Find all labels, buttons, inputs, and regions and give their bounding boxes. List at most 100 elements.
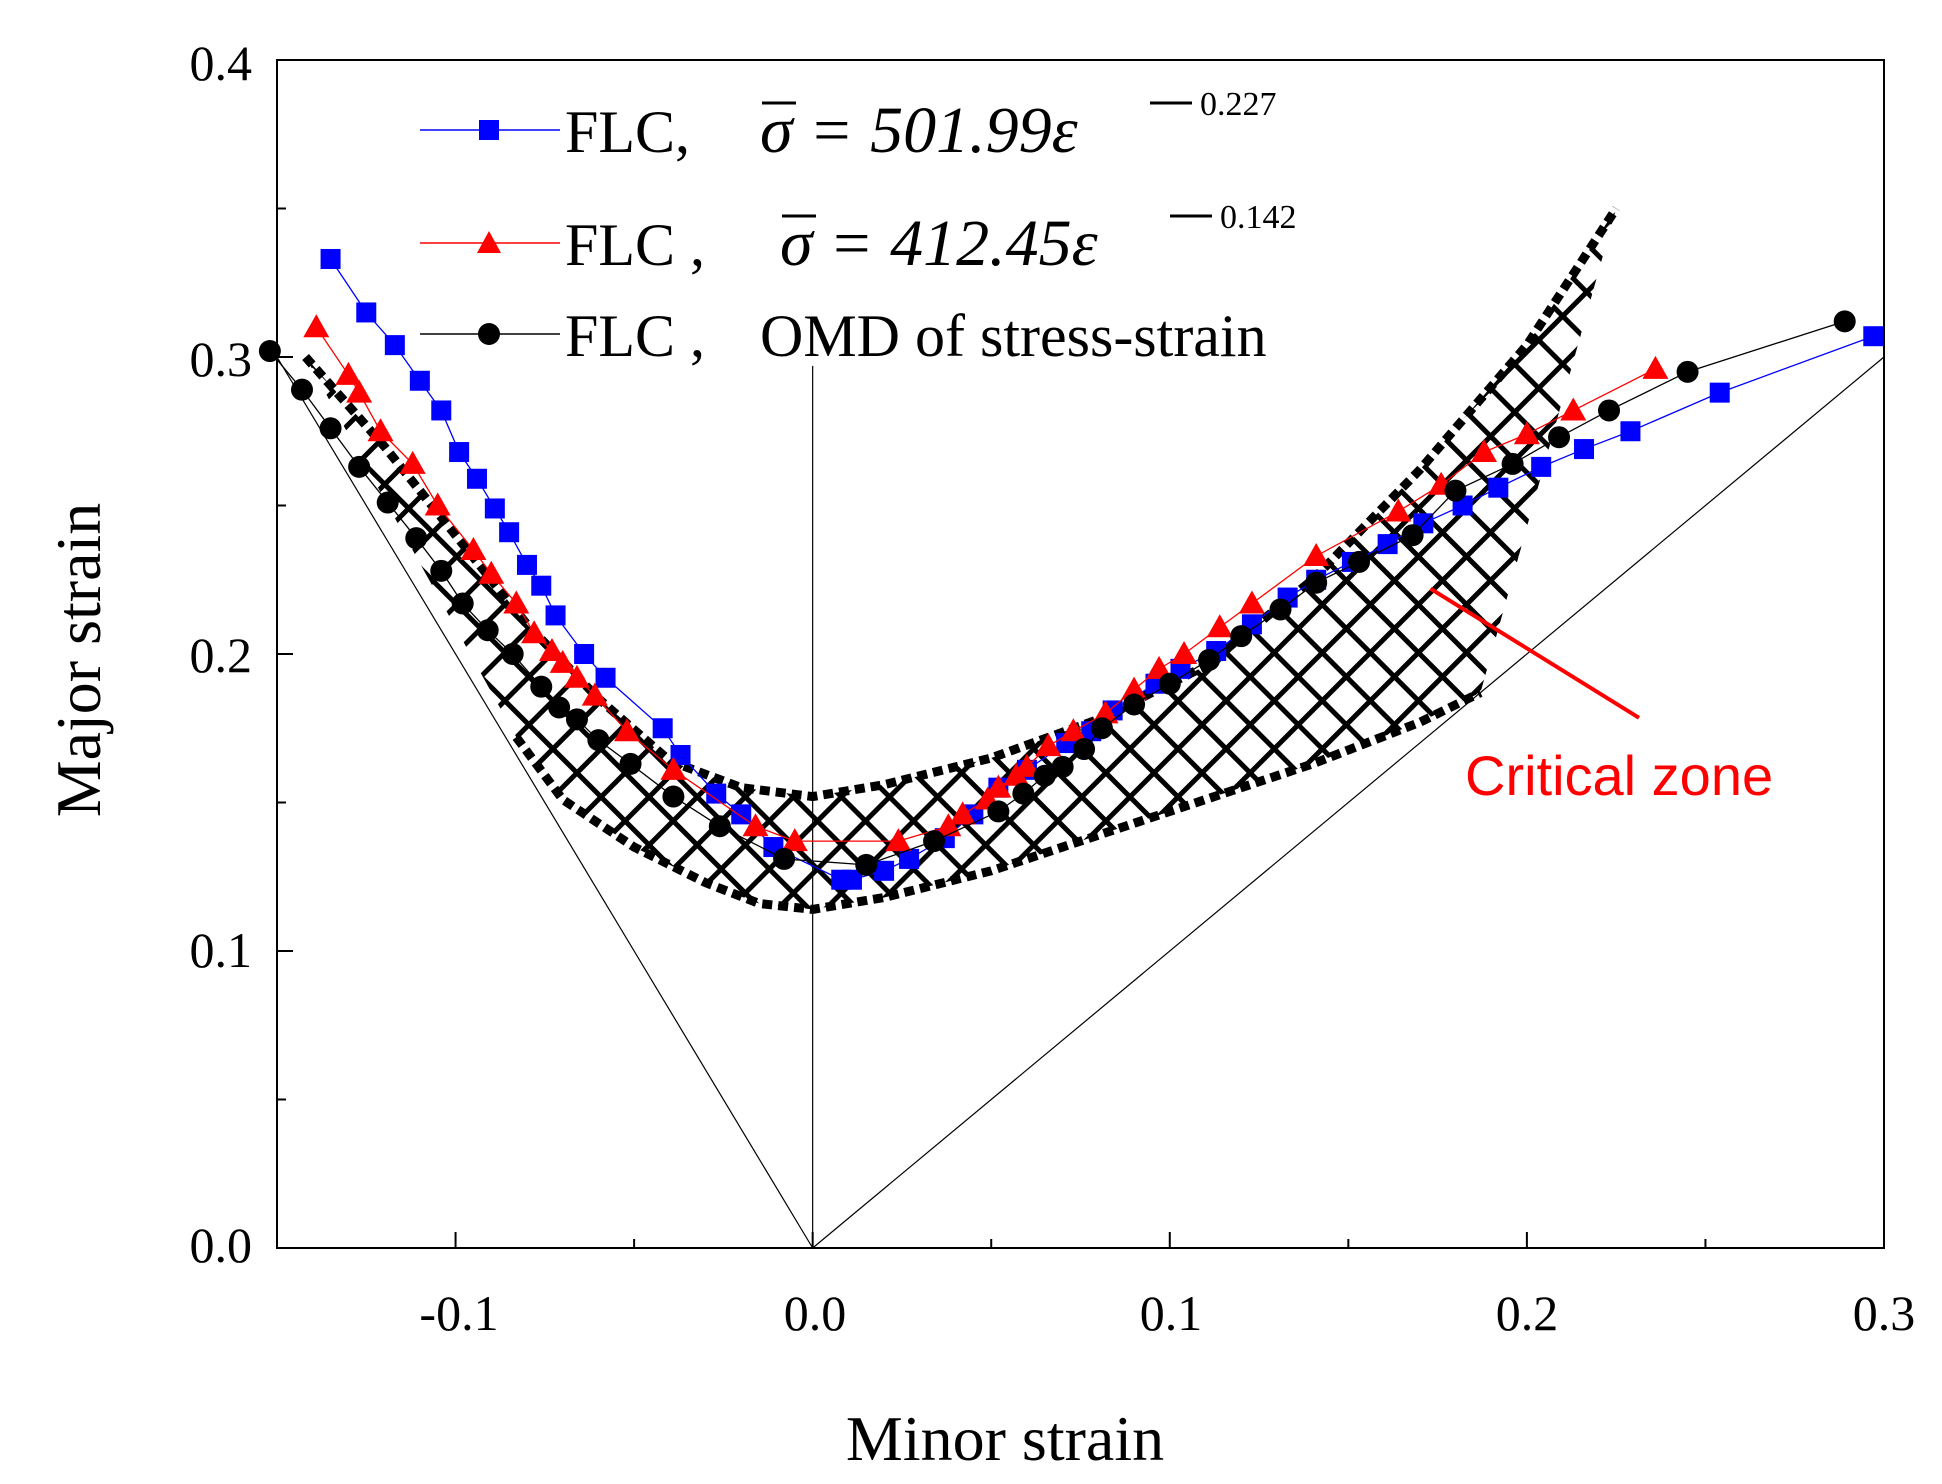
data-point-circle: [1073, 738, 1096, 761]
data-point-triangle: [1013, 753, 1040, 777]
data-point-square: [545, 605, 566, 626]
data-point-triangle: [1238, 590, 1265, 614]
data-point-circle: [855, 853, 878, 876]
data-point-triangle: [563, 664, 590, 688]
data-point-circle: [405, 527, 428, 550]
data-point-circle: [376, 491, 399, 514]
y-tick-label: 0.0: [190, 1217, 253, 1273]
data-point-circle: [1833, 310, 1856, 333]
data-point-circle: [1051, 755, 1074, 778]
data-point-triangle: [1121, 676, 1148, 700]
data-point-square: [516, 554, 537, 575]
data-point-triangle: [1206, 614, 1233, 638]
legend-exponent-red: 0.142: [1220, 199, 1297, 236]
x-tick-label: 0.0: [784, 1285, 847, 1341]
data-point-square: [431, 400, 452, 421]
data-point-circle: [348, 455, 371, 478]
y-tick-label: 0.4: [190, 35, 253, 91]
data-point-triangle: [781, 828, 808, 852]
critical-zone-lower-boundary: [512, 688, 1483, 914]
y-tick-label: 0.2: [190, 627, 253, 683]
data-point-square: [1531, 456, 1552, 477]
data-point-square: [384, 335, 405, 356]
data-point-circle: [548, 696, 571, 719]
data-point-square: [499, 522, 520, 543]
data-point-circle: [1158, 672, 1181, 695]
data-point-circle: [258, 340, 281, 363]
y-tick-label: 0.1: [190, 922, 253, 978]
data-point-circle: [987, 800, 1010, 823]
legend-equation-blue: σ = 501.99ε: [760, 94, 1078, 167]
data-point-square: [320, 248, 341, 269]
data-point-square: [1488, 477, 1509, 498]
data-point-triangle: [1035, 733, 1062, 757]
data-point-circle: [530, 675, 553, 698]
legend-label-red: FLC ,: [565, 212, 705, 278]
data-point-square: [466, 468, 487, 489]
data-point-circle: [1033, 764, 1056, 787]
data-point-square: [449, 442, 470, 463]
data-point-triangle: [1560, 397, 1587, 421]
data-point-circle: [923, 830, 946, 853]
legend-exponent-blue: 0.227: [1200, 86, 1277, 123]
data-point-square: [531, 575, 552, 596]
legend: FLC, σ = 501.99ε 0.227 FLC , σ = 412.45ε…: [420, 86, 1297, 369]
data-point-square: [1863, 326, 1884, 347]
x-axis-title: Minor strain: [846, 1403, 1164, 1474]
data-point-triangle: [1146, 655, 1173, 679]
data-point-square: [670, 744, 691, 765]
data-point-circle: [290, 378, 313, 401]
data-point-square: [841, 869, 862, 890]
data-point-triangle: [1171, 641, 1198, 664]
data-point-square: [652, 718, 673, 739]
data-point-triangle: [335, 361, 362, 385]
axis-ticks: [276, 59, 1885, 1249]
data-point-square: [484, 498, 505, 519]
data-point-circle: [619, 752, 642, 775]
data-point-triangle: [1471, 439, 1498, 463]
data-series: [258, 248, 1884, 890]
data-point-triangle: [1060, 718, 1087, 742]
data-point-triangle: [503, 590, 530, 614]
x-tick-label: 0.3: [1853, 1285, 1916, 1341]
data-point-triangle: [346, 379, 373, 403]
legend-marker-triangle: [477, 231, 501, 253]
data-point-circle: [662, 785, 685, 808]
data-point-triangle: [1385, 498, 1412, 522]
data-point-square: [899, 848, 920, 869]
data-point-triangle: [399, 450, 426, 474]
legend-description-black: OMD of stress-strain: [760, 303, 1267, 369]
y-axis-title: Major strain: [43, 503, 114, 818]
data-point-triangle: [424, 492, 451, 516]
data-point-square: [574, 644, 595, 664]
critical-zone-label: Critical zone: [1465, 744, 1773, 807]
legend-marker-square: [479, 120, 499, 140]
data-point-triangle: [538, 638, 565, 662]
series-square: [320, 248, 1884, 890]
data-point-circle: [1305, 571, 1328, 594]
data-point-circle: [1348, 550, 1371, 573]
data-point-circle: [1444, 479, 1467, 502]
legend-equation-red: σ = 412.45ε: [780, 207, 1098, 280]
data-point-circle: [1501, 452, 1524, 475]
data-point-square: [356, 302, 377, 323]
series-triangle: [303, 314, 1669, 852]
data-point-triangle: [1642, 355, 1669, 379]
x-tick-label: -0.1: [419, 1285, 498, 1341]
data-point-triangle: [478, 560, 505, 584]
data-point-circle: [1123, 693, 1146, 716]
data-point-triangle: [549, 649, 576, 673]
x-tick-label: 0.1: [1140, 1285, 1203, 1341]
data-point-triangle: [581, 682, 608, 706]
data-point-triangle: [460, 537, 487, 561]
data-point-triangle: [885, 828, 912, 852]
data-point-square: [874, 860, 895, 881]
data-point-circle: [451, 592, 474, 615]
data-point-square: [706, 783, 727, 804]
data-point-circle: [1598, 399, 1621, 422]
uniaxial-tension-line: [276, 356, 814, 1249]
data-point-triangle: [367, 418, 394, 442]
data-point-circle: [476, 619, 499, 642]
data-point-circle: [319, 417, 342, 440]
data-point-square: [1377, 534, 1398, 555]
